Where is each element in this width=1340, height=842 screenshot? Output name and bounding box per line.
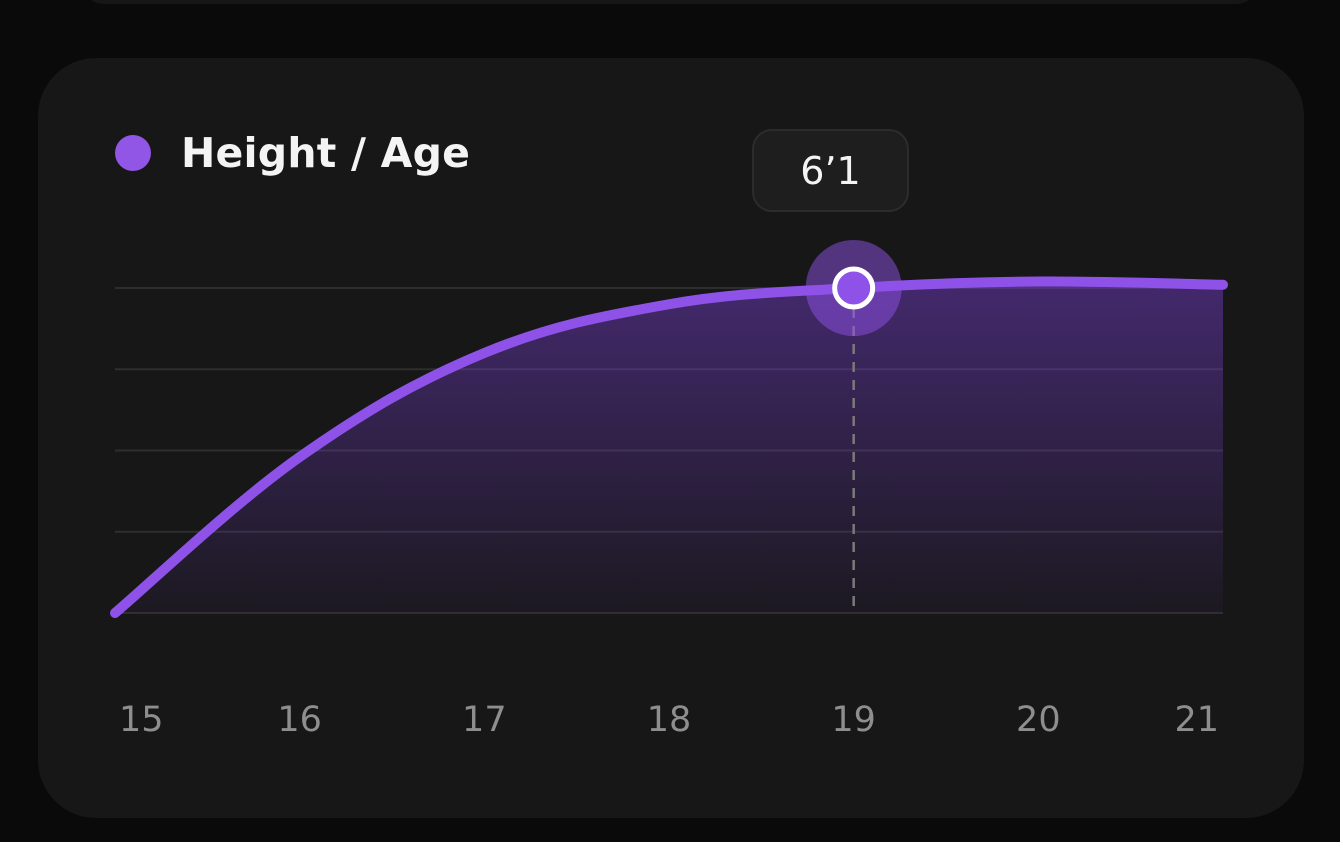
legend-dot (115, 135, 151, 171)
highlight-point[interactable] (832, 266, 876, 310)
x-tick-label: 20 (1016, 700, 1061, 740)
x-tick-label: 21 (1174, 700, 1219, 740)
x-tick-label: 16 (277, 700, 322, 740)
x-tick-label: 19 (831, 700, 876, 740)
top-card-edge (80, 0, 1260, 4)
value-tooltip: 6’1 (752, 129, 909, 212)
area-fill (115, 281, 1223, 613)
x-tick-label: 17 (462, 700, 507, 740)
x-tick-label: 18 (647, 700, 692, 740)
legend: Height / Age (115, 128, 470, 178)
x-tick-label: 15 (119, 700, 164, 740)
legend-label: Height / Age (181, 129, 471, 177)
series-line (110, 276, 1228, 618)
